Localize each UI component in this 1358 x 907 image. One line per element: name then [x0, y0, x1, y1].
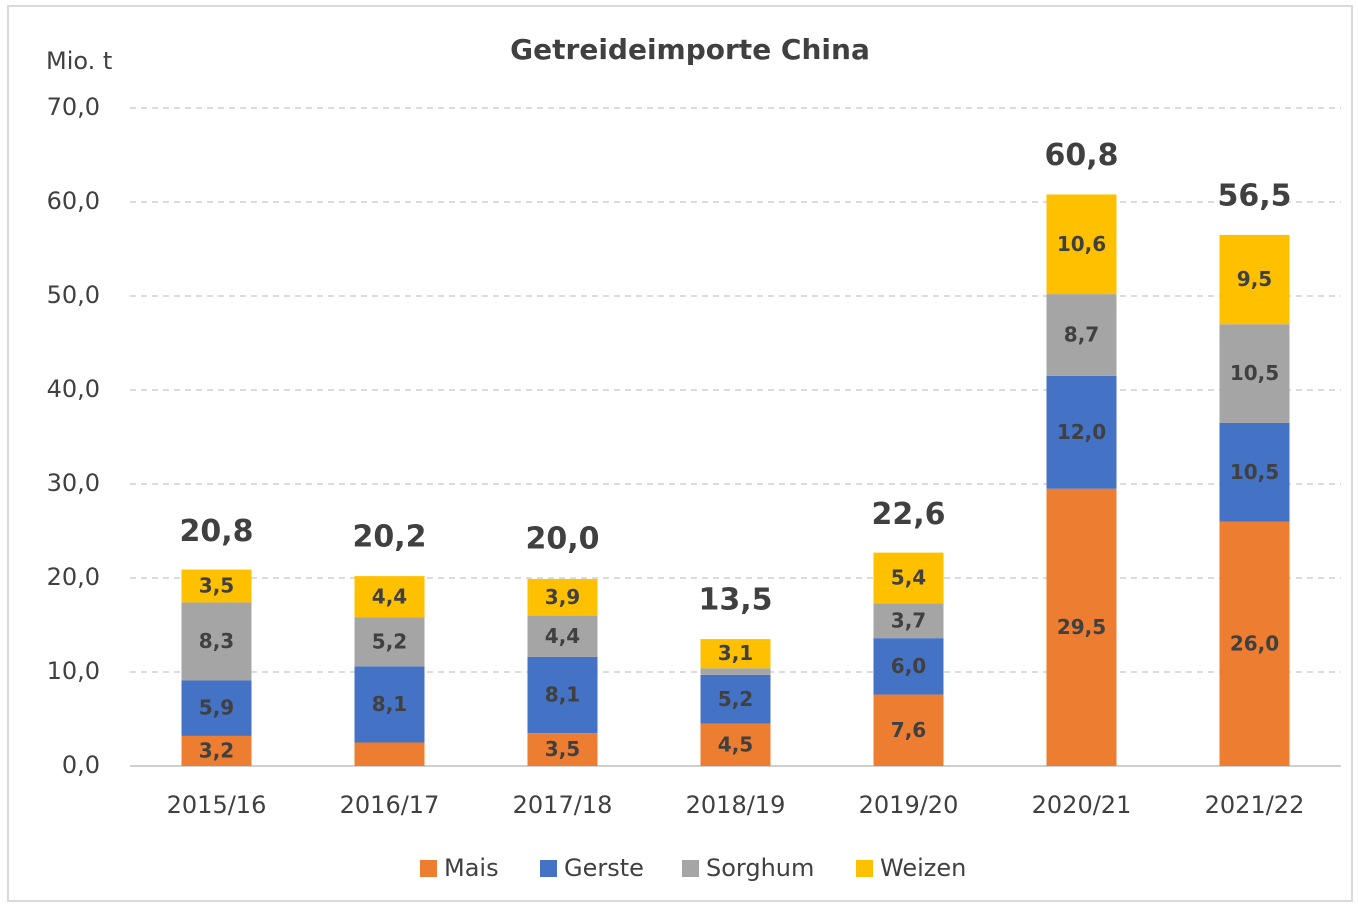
y-tick-label: 10,0 [47, 657, 100, 685]
total-label: 60,8 [1044, 138, 1118, 173]
bar-segment [1219, 324, 1290, 423]
data-label: 4,4 [545, 624, 580, 648]
data-label: 12,0 [1057, 420, 1106, 444]
bar-segment [873, 552, 944, 604]
data-label: 3,7 [891, 608, 926, 632]
bar-segment [1046, 194, 1117, 295]
data-label: 4,4 [372, 584, 407, 608]
data-label: 8,1 [372, 692, 407, 716]
total-label: 13,5 [698, 583, 772, 618]
total-label: 22,6 [871, 497, 945, 532]
bar-segment [873, 638, 944, 695]
data-label: 3,9 [545, 585, 580, 609]
data-label: 10,6 [1057, 232, 1106, 256]
total-label: 56,5 [1217, 178, 1291, 213]
data-label: 4,5 [718, 732, 753, 756]
bar-segment [181, 735, 252, 766]
bar-segment [1219, 234, 1290, 325]
y-tick-label: 30,0 [47, 469, 100, 497]
bar-segment [873, 694, 944, 766]
bar-segment [181, 602, 252, 681]
data-label: 5,2 [372, 629, 407, 653]
data-label: 3,5 [545, 737, 580, 761]
x-tick-label: 2017/18 [513, 791, 613, 819]
title-box [498, 22, 882, 78]
y-tick-label: 0,0 [62, 751, 100, 779]
chart-title: Getreideimporte China [510, 33, 870, 66]
bar-segment [181, 680, 252, 736]
bar-segment [700, 674, 771, 724]
y-tick-label: 60,0 [47, 187, 100, 215]
data-label: 8,7 [1064, 323, 1099, 347]
y-tick-label: 50,0 [47, 281, 100, 309]
data-label: 3,2 [199, 738, 234, 762]
data-label: 26,0 [1230, 631, 1279, 655]
legend-swatch [420, 860, 437, 877]
data-label: 5,2 [718, 687, 753, 711]
data-label: 8,1 [545, 683, 580, 707]
bar-segment [354, 576, 425, 618]
data-label: 6,0 [891, 654, 926, 678]
y-axis-label: Mio. t [46, 47, 112, 75]
data-label: 5,4 [891, 566, 926, 590]
bar-segment [1046, 375, 1117, 489]
bar-segment [527, 615, 598, 657]
y-tick-label: 40,0 [47, 375, 100, 403]
bar-segment [1219, 422, 1290, 522]
total-label: 20,8 [179, 514, 253, 549]
x-tick-label: 2018/19 [686, 791, 786, 819]
x-tick-label: 2020/21 [1032, 791, 1132, 819]
data-label: 10,5 [1230, 361, 1279, 385]
legend-swatch [540, 860, 557, 877]
legend-label: Mais [444, 854, 499, 882]
x-tick-label: 2019/20 [859, 791, 959, 819]
data-label: 5,9 [199, 696, 234, 720]
legend-swatch [856, 860, 873, 877]
legend-label: Sorghum [706, 854, 814, 882]
data-label: 7,6 [891, 718, 926, 742]
y-tick-label: 70,0 [47, 93, 100, 121]
bar-segment [700, 723, 771, 766]
bar-segment [527, 733, 598, 766]
bar-segment [700, 639, 771, 669]
x-tick-label: 2015/16 [167, 791, 267, 819]
legend-label: Gerste [564, 854, 644, 882]
data-label: 3,1 [718, 641, 753, 665]
total-label: 20,0 [525, 522, 599, 557]
bar-segment [1046, 294, 1117, 376]
bar-segment [181, 569, 252, 603]
data-label: 29,5 [1057, 615, 1106, 639]
bar-segment [700, 668, 771, 675]
bar-segment [873, 603, 944, 639]
data-label: 3,5 [199, 573, 234, 597]
data-label: 8,3 [199, 629, 234, 653]
x-tick-label: 2016/17 [340, 791, 440, 819]
bar-segment [354, 617, 425, 667]
legend-label: Weizen [880, 854, 966, 882]
bar-segment [354, 666, 425, 743]
x-tick-label: 2021/22 [1205, 791, 1305, 819]
bar-segment [527, 656, 598, 734]
bar-segment [1219, 521, 1290, 766]
legend-swatch [682, 860, 699, 877]
bar-segment [354, 742, 425, 766]
bar-segment [1046, 488, 1117, 766]
bar-segment [527, 578, 598, 616]
total-label: 20,2 [352, 520, 426, 555]
data-label: 9,5 [1237, 267, 1272, 291]
y-tick-label: 20,0 [47, 563, 100, 591]
data-label: 10,5 [1230, 460, 1279, 484]
